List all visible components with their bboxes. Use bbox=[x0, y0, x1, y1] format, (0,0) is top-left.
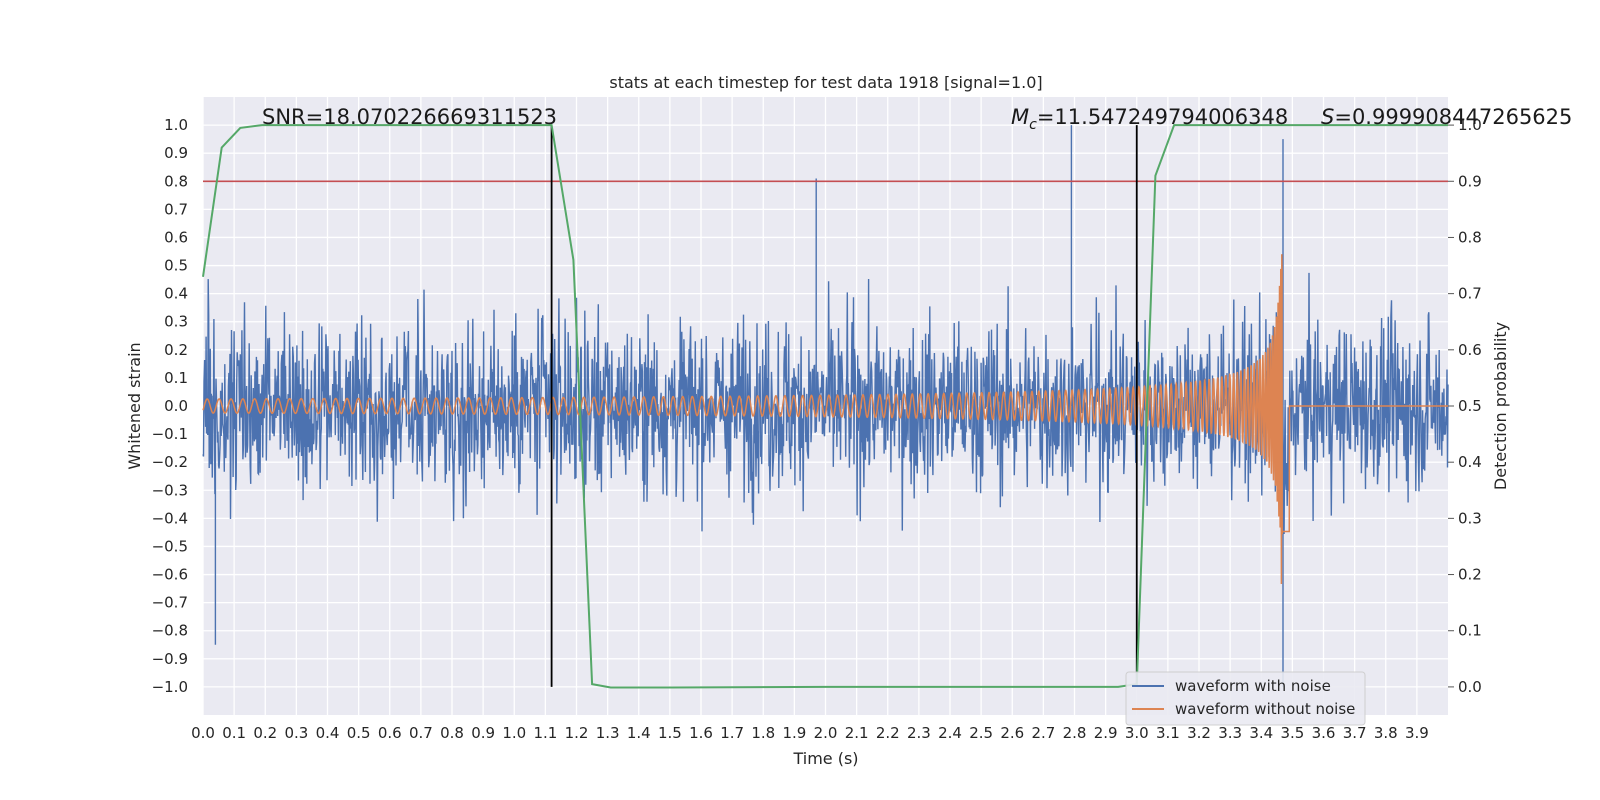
y-axis-label: Whitened strain bbox=[125, 342, 144, 469]
y-right-tick-label: 0.0 bbox=[1458, 678, 1482, 696]
y-tick-label: −1.0 bbox=[152, 678, 188, 696]
x-tick-label: 3.8 bbox=[1374, 724, 1398, 742]
y-right-tick-label: 0.3 bbox=[1458, 509, 1482, 527]
y-tick-label: −0.1 bbox=[152, 425, 188, 443]
y-tick-label: 0.4 bbox=[164, 285, 188, 303]
y-right-tick-label: 0.2 bbox=[1458, 566, 1482, 584]
x-tick-label: 0.6 bbox=[378, 724, 402, 742]
x-tick-label: 2.8 bbox=[1063, 724, 1087, 742]
x-tick-label: 1.2 bbox=[565, 724, 589, 742]
x-tick-label: 3.1 bbox=[1156, 724, 1180, 742]
y-tick-label: −0.7 bbox=[152, 594, 188, 612]
x-tick-label: 1.8 bbox=[751, 724, 775, 742]
x-tick-label: 3.7 bbox=[1343, 724, 1367, 742]
y-right-tick-label: 0.5 bbox=[1458, 397, 1482, 415]
x-tick-label: 0.4 bbox=[316, 724, 340, 742]
chart-title: stats at each timestep for test data 191… bbox=[609, 73, 1042, 92]
x-tick-label: 2.1 bbox=[845, 724, 869, 742]
x-tick-label: 0.2 bbox=[253, 724, 277, 742]
y-tick-label: 0.6 bbox=[164, 228, 188, 246]
x-tick-label: 2.2 bbox=[876, 724, 900, 742]
y-tick-label: 0.3 bbox=[164, 313, 188, 331]
x-tick-label: 0.5 bbox=[347, 724, 371, 742]
legend: waveform with noise waveform without noi… bbox=[1125, 671, 1366, 726]
y-tick-label: 1.0 bbox=[164, 116, 188, 134]
y-tick-label: −0.9 bbox=[152, 650, 188, 668]
legend-box bbox=[1125, 671, 1366, 726]
x-tick-label: 0.0 bbox=[191, 724, 215, 742]
x-tick-label: 3.5 bbox=[1280, 724, 1304, 742]
y-tick-label: 0.2 bbox=[164, 341, 188, 359]
x-tick-label: 2.7 bbox=[1031, 724, 1055, 742]
x-tick-label: 1.4 bbox=[627, 724, 651, 742]
x-tick-label: 2.4 bbox=[938, 724, 962, 742]
legend-label-noisy: waveform with noise bbox=[1175, 677, 1331, 695]
legend-label-clean: waveform without noise bbox=[1175, 700, 1355, 718]
x-tick-label: 2.5 bbox=[969, 724, 993, 742]
x-tick-label: 0.9 bbox=[471, 724, 495, 742]
y-right-tick-label: 0.8 bbox=[1458, 228, 1482, 246]
series-waveform-with-noise bbox=[202, 125, 1449, 687]
y-tick-label: 0.5 bbox=[164, 257, 188, 275]
y-tick-label: −0.5 bbox=[152, 537, 188, 555]
x-axis-label: Time (s) bbox=[792, 749, 858, 768]
y-tick-label: 0.9 bbox=[164, 144, 188, 162]
y-tick-label: −0.6 bbox=[152, 566, 188, 584]
x-tick-label: 2.3 bbox=[907, 724, 931, 742]
y-right-tick-label: 1.0 bbox=[1458, 116, 1482, 134]
y-tick-label: −0.2 bbox=[152, 453, 188, 471]
x-tick-label: 3.9 bbox=[1405, 724, 1429, 742]
y-right-tick-label: 0.1 bbox=[1458, 622, 1482, 640]
x-tick-label: 2.0 bbox=[814, 724, 838, 742]
x-tick-label: 3.2 bbox=[1187, 724, 1211, 742]
chirp-mass-annotation: Mc=11.547249794006348 bbox=[1011, 105, 1288, 133]
x-tick-label: 3.0 bbox=[1125, 724, 1149, 742]
x-tick-label: 0.8 bbox=[440, 724, 464, 742]
x-tick-label: 3.3 bbox=[1218, 724, 1242, 742]
x-tick-label: 1.5 bbox=[658, 724, 682, 742]
y-tick-label: −0.4 bbox=[152, 509, 188, 527]
x-tick-label: 0.1 bbox=[222, 724, 246, 742]
y-right-tick-label: 0.6 bbox=[1458, 341, 1482, 359]
x-tick-label: 1.1 bbox=[533, 724, 557, 742]
x-tick-label: 3.6 bbox=[1312, 724, 1336, 742]
y-right-axis-label: Detection probability bbox=[1491, 322, 1510, 490]
y-right-axis-ticks: 1.0 0.9 0.8 0.7 0.6 0.5 0.4 0.3 0.2 0.1 0.0 bbox=[1448, 116, 1482, 696]
y-tick-label: 0.8 bbox=[164, 172, 188, 190]
x-tick-label: 0.7 bbox=[409, 724, 433, 742]
y-tick-label: −0.8 bbox=[152, 622, 188, 640]
x-tick-label: 1.3 bbox=[596, 724, 620, 742]
y-right-tick-label: 0.9 bbox=[1458, 172, 1482, 190]
x-tick-label: 3.4 bbox=[1249, 724, 1273, 742]
x-tick-label: 0.3 bbox=[284, 724, 308, 742]
x-tick-label: 1.0 bbox=[502, 724, 526, 742]
x-tick-label: 1.9 bbox=[782, 724, 806, 742]
y-tick-label: 0.7 bbox=[164, 200, 188, 218]
series-detection-probability bbox=[202, 124, 1448, 689]
series-layer bbox=[202, 124, 1449, 689]
series-waveform-without-noise bbox=[202, 254, 1448, 584]
x-axis-ticks: 0.0 0.1 0.2 0.3 0.4 0.5 0.6 0.7 0.8 0.9 1.0 1.1 1.2 1… bbox=[191, 724, 1429, 742]
y-tick-label: −0.3 bbox=[152, 481, 188, 499]
y-right-tick-label: 0.7 bbox=[1458, 285, 1482, 303]
y-right-tick-label: 0.4 bbox=[1458, 453, 1482, 471]
y-tick-label: 0.0 bbox=[164, 397, 188, 415]
snr-annotation: SNR=18.070226669311523 bbox=[262, 105, 557, 129]
y-tick-label: 0.1 bbox=[164, 369, 188, 387]
x-tick-label: 1.6 bbox=[689, 724, 713, 742]
x-tick-label: 2.6 bbox=[1000, 724, 1024, 742]
x-tick-label: 2.9 bbox=[1094, 724, 1118, 742]
x-tick-label: 1.7 bbox=[720, 724, 744, 742]
y-axis-ticks: 1.0 0.9 0.8 0.7 0.6 0.5 0.4 0.3 0.2 0.1 0.0 −0.1 −0.… bbox=[152, 116, 188, 696]
score-annotation: S=0.999908447265625 bbox=[1321, 105, 1572, 129]
